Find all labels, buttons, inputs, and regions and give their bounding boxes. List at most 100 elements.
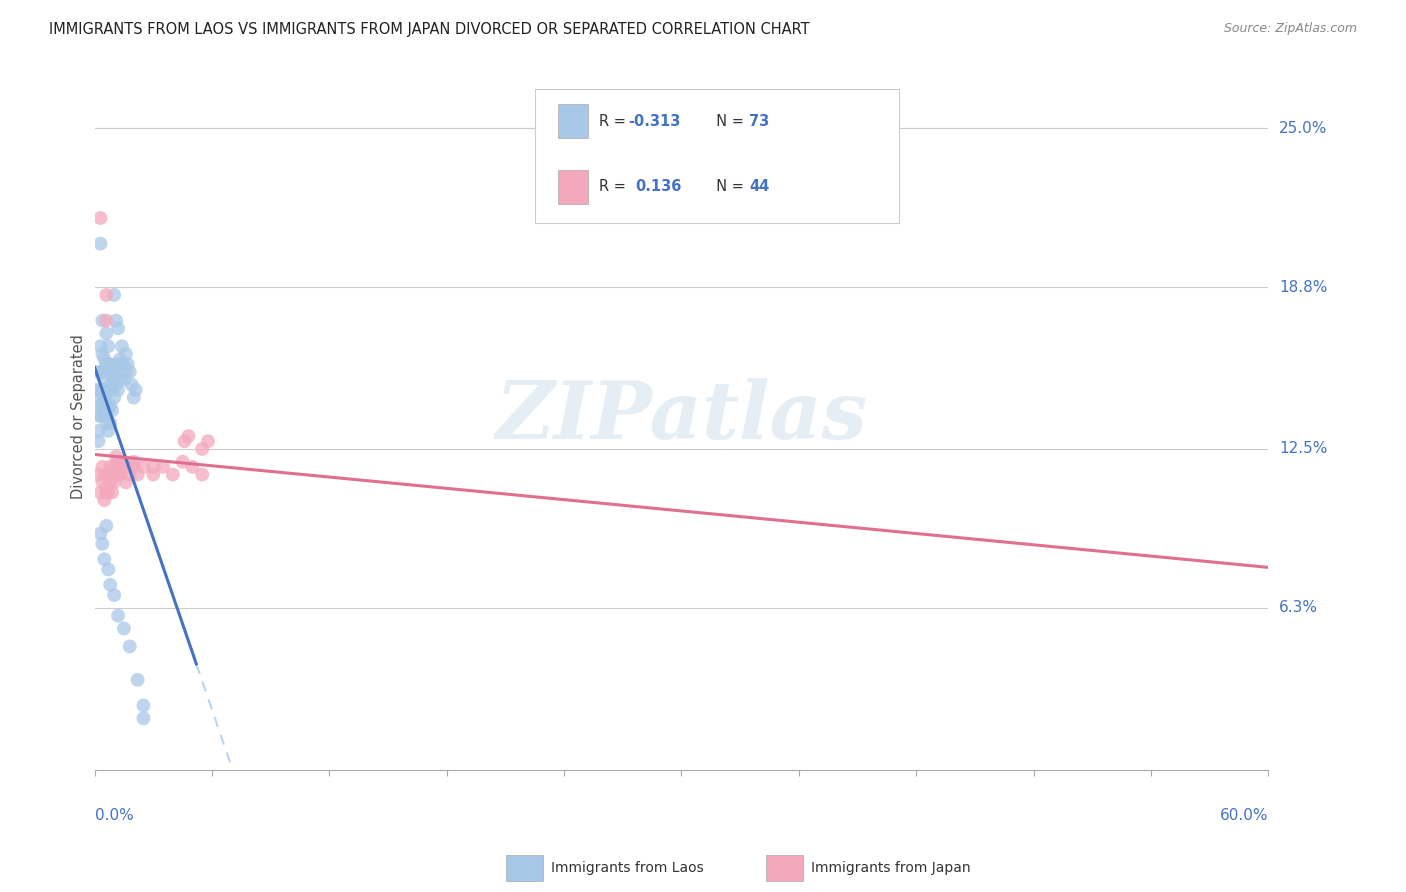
Point [103, 475, 125, 490]
Point [87, 391, 110, 405]
Point [107, 608, 129, 623]
Point [91, 537, 114, 551]
Point [103, 391, 125, 405]
Point [89, 485, 111, 500]
Point [152, 459, 174, 474]
Point [103, 288, 125, 302]
Point [101, 485, 124, 500]
Point [108, 373, 131, 387]
Point [96, 480, 118, 494]
Point [103, 373, 125, 387]
Point [101, 467, 124, 482]
Point [96, 326, 118, 341]
Point [96, 485, 118, 500]
Point [89, 339, 111, 353]
Point [191, 467, 214, 482]
Point [111, 357, 134, 371]
Text: ZIPatlas: ZIPatlas [495, 378, 868, 456]
Point [87, 434, 110, 449]
Text: Source: ZipAtlas.com: Source: ZipAtlas.com [1223, 22, 1357, 36]
Point [98, 377, 121, 392]
Text: N =: N = [707, 113, 749, 128]
Point [117, 357, 139, 371]
Y-axis label: Divorced or Separated: Divorced or Separated [72, 334, 86, 500]
Point [91, 459, 114, 474]
Text: 18.8%: 18.8% [1279, 280, 1327, 294]
Point [96, 519, 118, 533]
Point [111, 339, 134, 353]
Point [181, 459, 204, 474]
Text: 12.5%: 12.5% [1279, 442, 1327, 457]
Point [105, 377, 128, 392]
Point [93, 391, 115, 405]
Point [91, 475, 114, 490]
Point [112, 622, 135, 636]
Point [107, 455, 129, 469]
Point [98, 475, 121, 490]
Point [142, 467, 165, 482]
Point [191, 442, 214, 456]
Point [96, 288, 118, 302]
Point [87, 424, 110, 438]
Point [93, 409, 115, 423]
Point [103, 588, 125, 602]
Point [107, 321, 129, 335]
Point [101, 403, 124, 417]
Point [91, 347, 114, 361]
Point [97, 485, 120, 500]
Point [101, 365, 124, 379]
Point [105, 357, 128, 371]
Point [97, 467, 120, 482]
Point [122, 459, 145, 474]
Point [103, 459, 125, 474]
Point [93, 373, 115, 387]
Text: 0.0%: 0.0% [94, 808, 134, 823]
Point [89, 365, 111, 379]
Point [142, 459, 165, 474]
Point [118, 640, 141, 654]
Point [87, 467, 110, 482]
Point [91, 383, 114, 397]
Point [177, 429, 200, 443]
Point [115, 475, 138, 490]
Point [98, 398, 121, 412]
Point [96, 383, 118, 397]
Point [93, 352, 115, 367]
Point [107, 383, 129, 397]
Point [89, 526, 111, 541]
Text: -0.313: -0.313 [628, 113, 681, 128]
Point [97, 365, 120, 379]
Point [89, 211, 111, 225]
Point [112, 455, 135, 469]
Point [173, 434, 195, 449]
Point [98, 459, 121, 474]
Point [89, 383, 111, 397]
Point [105, 467, 128, 482]
Point [97, 424, 120, 438]
Point [91, 398, 114, 412]
Point [86, 383, 108, 397]
Text: Immigrants from Laos: Immigrants from Laos [551, 861, 704, 875]
Point [91, 313, 114, 327]
Point [122, 455, 145, 469]
Point [115, 347, 138, 361]
Point [124, 383, 146, 397]
Text: R =: R = [599, 113, 631, 128]
Text: R =: R = [599, 179, 636, 194]
Point [172, 455, 194, 469]
Text: 73: 73 [749, 113, 769, 128]
FancyBboxPatch shape [558, 104, 588, 138]
Point [97, 562, 120, 576]
Point [97, 339, 120, 353]
Point [132, 698, 155, 713]
Text: N =: N = [707, 179, 749, 194]
Point [121, 377, 143, 392]
Point [107, 467, 129, 482]
Point [105, 450, 128, 464]
Text: 6.3%: 6.3% [1279, 600, 1319, 615]
Text: 25.0%: 25.0% [1279, 120, 1327, 136]
Text: 44: 44 [749, 179, 769, 194]
Point [93, 467, 115, 482]
Point [101, 383, 124, 397]
Text: 60.0%: 60.0% [1220, 808, 1268, 823]
